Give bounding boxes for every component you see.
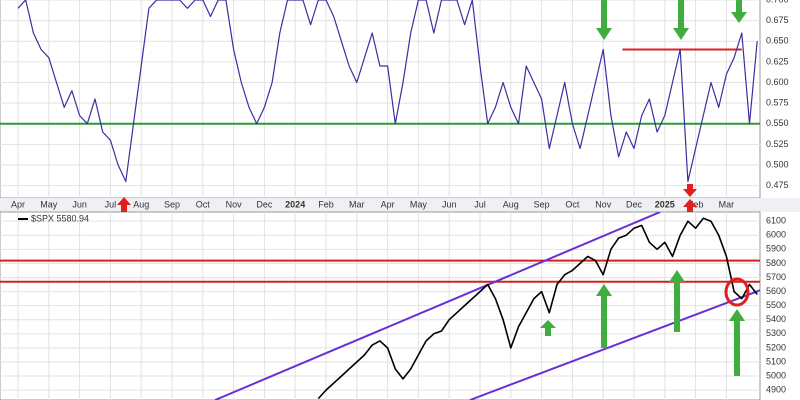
channel-line bbox=[214, 212, 661, 400]
arrow bbox=[669, 270, 685, 332]
x-tick-label: Dec bbox=[626, 199, 643, 209]
y-tick-label: 0.550 bbox=[766, 118, 789, 128]
y-tick-label: 4900 bbox=[766, 385, 786, 395]
arrow bbox=[673, 0, 689, 40]
y-tick-label: 5100 bbox=[766, 356, 786, 366]
red-arrows bbox=[117, 184, 697, 212]
x-tick-label: Sep bbox=[534, 199, 550, 209]
x-tick-label: Mar bbox=[719, 199, 735, 209]
y-tick-label: 0.525 bbox=[766, 139, 789, 149]
data-line bbox=[17, 0, 758, 183]
y-tick-label: 0.650 bbox=[766, 36, 789, 46]
annotations bbox=[117, 0, 750, 376]
x-tick-label: May bbox=[40, 199, 58, 209]
arrow bbox=[683, 184, 697, 197]
x-tick-label: 2024 bbox=[285, 199, 305, 209]
x-tick-label: Sep bbox=[164, 199, 180, 209]
y-tick-label: 5400 bbox=[766, 314, 786, 324]
x-tick-label: Nov bbox=[226, 199, 243, 209]
y-tick-label: 0.625 bbox=[766, 56, 789, 66]
x-tick-label: Oct bbox=[565, 199, 580, 209]
highlight-circle bbox=[724, 277, 750, 307]
x-tick-label: Nov bbox=[595, 199, 612, 209]
x-tick-label: Mar bbox=[349, 199, 365, 209]
y-tick-label: 5500 bbox=[766, 300, 786, 310]
x-tick-label: Aug bbox=[503, 199, 519, 209]
y-tick-label: 5200 bbox=[766, 342, 786, 352]
y-tick-label: 0.575 bbox=[766, 98, 789, 108]
x-axis-strip bbox=[0, 198, 800, 212]
arrow bbox=[683, 199, 697, 212]
y-tick-label: 6000 bbox=[766, 230, 786, 240]
channel-line bbox=[469, 289, 760, 400]
x-tick-label: Jul bbox=[105, 199, 117, 209]
arrow bbox=[596, 284, 612, 348]
arrow bbox=[729, 309, 745, 376]
y-tick-label: 0.675 bbox=[766, 15, 789, 25]
x-tick-label: 2025 bbox=[655, 199, 675, 209]
plot-area bbox=[0, 0, 760, 187]
arrow bbox=[117, 197, 131, 212]
x-tick-label: Aug bbox=[133, 199, 149, 209]
plot-area bbox=[0, 212, 760, 400]
x-tick-label: Feb bbox=[688, 199, 704, 209]
y-tick-label: 5900 bbox=[766, 244, 786, 254]
y-tick-label: 0.500 bbox=[766, 159, 789, 169]
x-tick-label: Feb bbox=[318, 199, 334, 209]
y-tick-label: 0.600 bbox=[766, 77, 789, 87]
x-tick-label: Apr bbox=[381, 199, 395, 209]
arrow bbox=[540, 320, 556, 336]
x-tick-label: Oct bbox=[196, 199, 211, 209]
arrow bbox=[596, 0, 612, 40]
x-tick-label: Dec bbox=[256, 199, 273, 209]
y-tick-label: 0.700 bbox=[766, 0, 789, 4]
x-tick-label: May bbox=[410, 199, 428, 209]
y-tick-label: 5800 bbox=[766, 258, 786, 268]
y-tick-label: 5000 bbox=[766, 370, 786, 380]
arrow bbox=[731, 0, 747, 23]
x-tick-label: Jun bbox=[442, 199, 457, 209]
y-tick-label: 0.475 bbox=[766, 180, 789, 190]
y-tick-label: 5600 bbox=[766, 286, 786, 296]
y-tick-label: 5700 bbox=[766, 272, 786, 282]
x-tick-label: Apr bbox=[11, 199, 25, 209]
data-line bbox=[317, 217, 758, 400]
top-panel bbox=[0, 0, 761, 199]
green-arrows bbox=[540, 0, 747, 376]
x-tick-label: Jul bbox=[474, 199, 486, 209]
y-tick-label: 5300 bbox=[766, 328, 786, 338]
chart-title: $SPX 5580.94 bbox=[31, 213, 89, 223]
y-tick-label: 6100 bbox=[766, 216, 786, 226]
x-tick-label: Jun bbox=[72, 199, 87, 209]
